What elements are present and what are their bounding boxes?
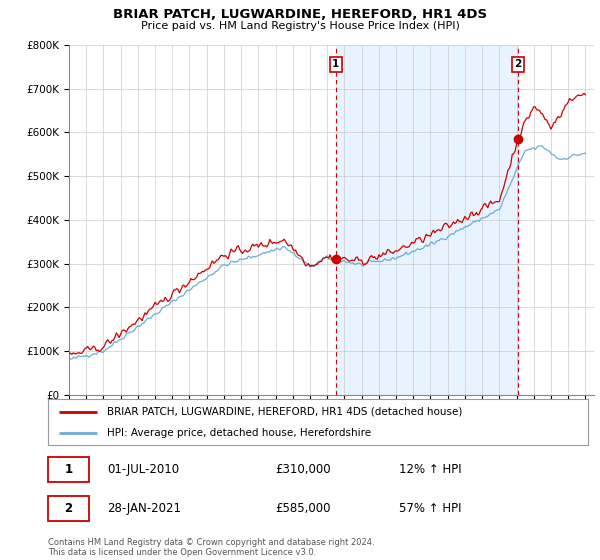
Text: 57% ↑ HPI: 57% ↑ HPI bbox=[399, 502, 461, 515]
Bar bbox=[336, 45, 518, 395]
Text: BRIAR PATCH, LUGWARDINE, HEREFORD, HR1 4DS (detached house): BRIAR PATCH, LUGWARDINE, HEREFORD, HR1 4… bbox=[107, 407, 463, 417]
FancyBboxPatch shape bbox=[48, 496, 89, 521]
Text: 28-JAN-2021: 28-JAN-2021 bbox=[107, 502, 181, 515]
Text: Price paid vs. HM Land Registry's House Price Index (HPI): Price paid vs. HM Land Registry's House … bbox=[140, 21, 460, 31]
Text: BRIAR PATCH, LUGWARDINE, HEREFORD, HR1 4DS: BRIAR PATCH, LUGWARDINE, HEREFORD, HR1 4… bbox=[113, 8, 487, 21]
Text: 12% ↑ HPI: 12% ↑ HPI bbox=[399, 463, 461, 476]
Text: 1: 1 bbox=[64, 463, 73, 476]
Text: 1: 1 bbox=[332, 59, 340, 69]
Text: Contains HM Land Registry data © Crown copyright and database right 2024.
This d: Contains HM Land Registry data © Crown c… bbox=[48, 538, 374, 557]
Text: 2: 2 bbox=[514, 59, 521, 69]
Text: £585,000: £585,000 bbox=[275, 502, 330, 515]
Text: HPI: Average price, detached house, Herefordshire: HPI: Average price, detached house, Here… bbox=[107, 428, 371, 438]
Text: 2: 2 bbox=[64, 502, 73, 515]
Text: 01-JUL-2010: 01-JUL-2010 bbox=[107, 463, 179, 476]
Text: £310,000: £310,000 bbox=[275, 463, 331, 476]
FancyBboxPatch shape bbox=[48, 456, 89, 482]
